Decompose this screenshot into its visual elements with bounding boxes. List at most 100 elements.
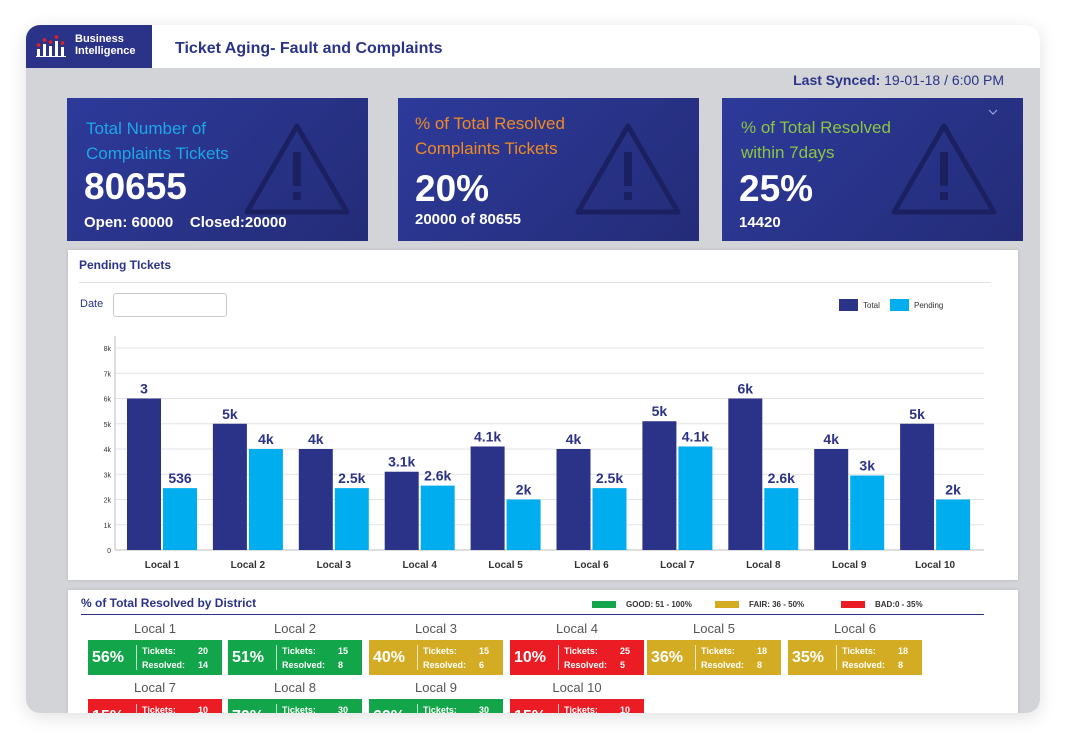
bar-total — [470, 446, 505, 550]
tickets-label: Tickets: — [282, 705, 316, 713]
panel-title: % of Total Resolved by District — [81, 596, 257, 610]
card-separator — [276, 704, 277, 713]
warning-icon — [891, 123, 997, 215]
tickets-value: 30 — [479, 705, 490, 713]
data-label: 4.1k — [474, 428, 501, 444]
legend-swatch-total — [839, 299, 858, 311]
kpi-title: % of Total Resolved Complaints Tickets — [415, 111, 565, 161]
district-card[interactable]: 56% Tickets: 20 Resolved: 14 — [88, 640, 222, 675]
resolved-value: 5 — [620, 660, 626, 670]
bar-total — [127, 398, 161, 550]
y-tick-label: 2k — [104, 498, 112, 505]
bar-pending — [592, 488, 627, 550]
kpi-value: 80655 — [84, 166, 187, 207]
district-card[interactable]: 36% Tickets: 18 Resolved: 8 — [647, 640, 781, 675]
top-bar: Business Intelligence Ticket Aging- Faul… — [26, 25, 1040, 68]
logo-text: Business Intelligence — [75, 33, 136, 57]
card-separator — [836, 645, 837, 670]
bar-pending — [678, 446, 713, 550]
data-label: 2.5k — [338, 470, 365, 486]
legend-total: Total — [839, 299, 880, 311]
kpi-title-line-1: % of Total Resolved — [741, 118, 891, 137]
bar-total — [212, 423, 247, 550]
tickets-value: 25 — [620, 646, 631, 656]
bar-total — [900, 423, 935, 550]
x-tick-label: Local 9 — [832, 560, 867, 571]
data-label: 3k — [859, 458, 875, 474]
data-label: 3 — [140, 381, 148, 397]
bar-pending — [334, 488, 369, 550]
legend-bad: BAD:0 - 35% — [841, 600, 923, 609]
tickets-label: Tickets: — [564, 705, 598, 713]
data-label: 4k — [566, 431, 582, 447]
panel-title: Pending TIckets — [79, 258, 172, 272]
bar-pending — [248, 449, 283, 550]
kpi-card-total-complaints[interactable]: Total Number of Complaints Tickets 80655… — [67, 98, 368, 241]
legend-swatch-good — [592, 601, 616, 608]
district-percent: 56% — [92, 649, 125, 666]
district-panel: % of Total Resolved by District GOOD: 51… — [68, 590, 1018, 713]
district-card[interactable]: 51% Tickets: 15 Resolved: 8 — [228, 640, 362, 675]
resolved-label: Resolved: — [701, 660, 745, 670]
kpi-title-line-2: within 7days — [741, 143, 835, 162]
kpi-subtext: 20000 of 80655 — [415, 211, 521, 228]
bar-total — [298, 449, 333, 550]
card-separator — [558, 645, 559, 670]
card-separator — [417, 645, 418, 670]
district-label: Local 8 — [274, 680, 316, 695]
kpi-title-line-1: Total Number of — [86, 119, 206, 138]
bar-pending — [163, 488, 197, 550]
date-input[interactable] — [113, 293, 227, 317]
district-percent: 15% — [92, 708, 124, 713]
legend-label-bad: BAD:0 - 35% — [875, 600, 923, 609]
tickets-label: Tickets: — [142, 646, 176, 656]
district-card[interactable]: 40% Tickets: 15 Resolved: 6 — [369, 640, 503, 675]
card-separator — [136, 704, 137, 713]
bar-chart-logo-icon — [36, 35, 66, 57]
kpi-card-resolved-7days[interactable]: % of Total Resolved within 7days 25% 144… — [722, 98, 1023, 241]
tickets-label: Tickets: — [564, 646, 598, 656]
resolved-label: Resolved: — [142, 660, 186, 670]
district-card[interactable]: 60%Tickets:30Resolved: — [369, 699, 503, 713]
legend-label-good: GOOD: 51 - 100% — [626, 600, 692, 609]
legend-swatch-bad — [841, 601, 865, 608]
kpi-title-line-2: Complaints Tickets — [86, 144, 229, 163]
resolved-label: Resolved: — [842, 660, 886, 670]
y-tick-label: 3k — [104, 472, 112, 479]
dashboard-frame: Business Intelligence Ticket Aging- Faul… — [26, 25, 1040, 713]
legend-label-pending: Pending — [914, 300, 944, 310]
kpi-card-resolved-complaints[interactable]: % of Total Resolved Complaints Tickets 2… — [398, 98, 699, 241]
data-label: 2.5k — [596, 470, 623, 486]
logo[interactable]: Business Intelligence — [26, 25, 152, 68]
warning-icon — [244, 123, 350, 215]
data-label: 4k — [258, 431, 274, 447]
tickets-label: Tickets: — [701, 646, 735, 656]
warning-icon — [575, 123, 681, 215]
district-card[interactable]: 10% Tickets: 25 Resolved: 5 — [510, 640, 644, 675]
bar-pending — [850, 475, 885, 550]
resolved-value: 8 — [338, 660, 344, 670]
district-percent: 36% — [651, 649, 684, 666]
district-card[interactable]: 35% Tickets: 18 Resolved: 8 — [788, 640, 922, 675]
tickets-value: 10 — [620, 705, 631, 713]
data-label: 2k — [945, 482, 961, 498]
district-card[interactable]: 15%Tickets:10Resolved: — [88, 699, 222, 713]
tickets-value: 15 — [479, 646, 490, 656]
resolved-value: 6 — [479, 660, 485, 670]
chevron-down-icon[interactable] — [988, 109, 998, 116]
bar-total — [642, 421, 677, 550]
district-card[interactable]: 15%Tickets:10Resolved: — [510, 699, 644, 713]
last-synced: Last Synced: 19-01-18 / 6:00 PM — [793, 72, 1004, 88]
tickets-value: 20 — [198, 646, 209, 656]
data-label: 3.1k — [388, 454, 415, 470]
kpi-value: 20% — [415, 168, 490, 209]
y-tick-label: 7k — [104, 371, 112, 378]
bar-pending — [764, 488, 799, 550]
district-card[interactable]: 70%Tickets:30Resolved: — [228, 699, 362, 713]
card-separator — [417, 704, 418, 713]
tickets-value: 18 — [898, 646, 909, 656]
district-label: Local 1 — [134, 621, 176, 636]
resolved-label: Resolved: — [423, 660, 467, 670]
legend-good: GOOD: 51 - 100% — [592, 600, 692, 609]
card-separator — [558, 704, 559, 713]
